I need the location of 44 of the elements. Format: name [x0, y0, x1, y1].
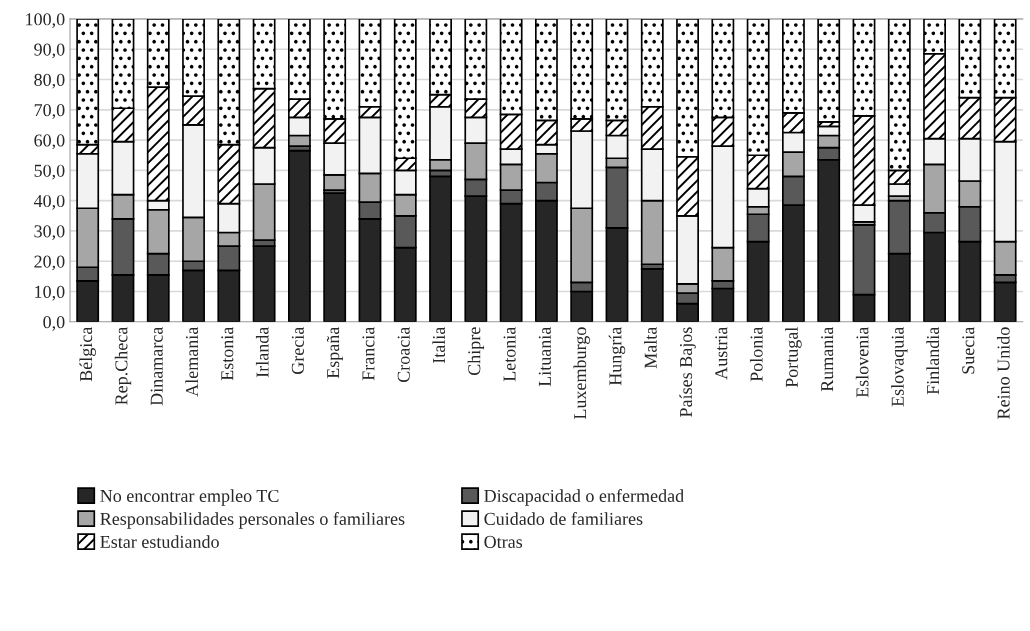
y-tick-label: 100,0 — [26, 13, 65, 28]
y-tick-label: 80,0 — [34, 73, 65, 89]
y-tick-label: 50,0 — [34, 164, 65, 180]
x-tick-label: Luxemburgo — [573, 327, 590, 420]
x-tick-label: Reino Unido — [996, 327, 1010, 419]
x-tick-label: Croacia — [397, 326, 410, 383]
x-tick-label: Portugal — [785, 327, 802, 388]
x-tick-label: Polonia — [749, 326, 763, 382]
x-tick-label: Malta — [644, 326, 657, 369]
x-tick-label: Estonia — [221, 326, 234, 381]
y-tick-label: 20,0 — [34, 255, 65, 271]
x-tick-label: Letonia — [503, 326, 516, 382]
x-tick-label: Francia — [362, 326, 375, 381]
x-tick-label: Dinamarca — [150, 326, 163, 406]
legend-label: No encontrar empleo TC — [100, 489, 279, 506]
x-tick-label: Chipre — [467, 327, 485, 376]
y-tick-label: 30,0 — [34, 225, 65, 240]
x-tick-label: Rep.Checa — [114, 326, 132, 405]
y-tick-label: 10,0 — [35, 285, 65, 301]
x-tick-label: Finlandia — [926, 326, 940, 395]
x-tick-label: Rumania — [821, 326, 834, 392]
y-tick-label: 40,0 — [33, 194, 65, 210]
legend-label: Responsabilidades personales o familiares — [100, 512, 405, 529]
legend-label: Otras — [484, 535, 523, 548]
y-tick-label: 60,0 — [34, 134, 65, 150]
x-tick-label: Hungría — [608, 326, 626, 386]
x-tick-label: Eslovaquia — [891, 326, 908, 407]
x-tick-label: Irlanda — [255, 326, 269, 378]
y-tick-label: 90,0 — [34, 43, 65, 59]
x-tick-label: Suecia — [962, 326, 975, 374]
x-tick-label: Italia — [432, 326, 446, 364]
x-tick-label: Alemania — [185, 326, 199, 397]
x-tick-label: Lituania — [538, 326, 551, 387]
x-tick-label: Países Bajos — [679, 327, 696, 417]
x-tick-label: Grecia — [291, 326, 304, 375]
x-tick-label: Austria — [715, 326, 728, 380]
x-tick-label: Bélgica — [79, 326, 96, 382]
y-tick-label: 0,0 — [43, 316, 65, 331]
y-tick-label: 70,0 — [34, 104, 65, 119]
legend-label: Estar estudiando — [100, 535, 219, 548]
legend-label: Discapacidad o enfermedad — [484, 489, 684, 506]
legend-label: Cuidado de familiares — [484, 512, 643, 525]
x-tick-label: España — [326, 326, 343, 379]
x-tick-label: Eslovenia — [855, 326, 869, 398]
